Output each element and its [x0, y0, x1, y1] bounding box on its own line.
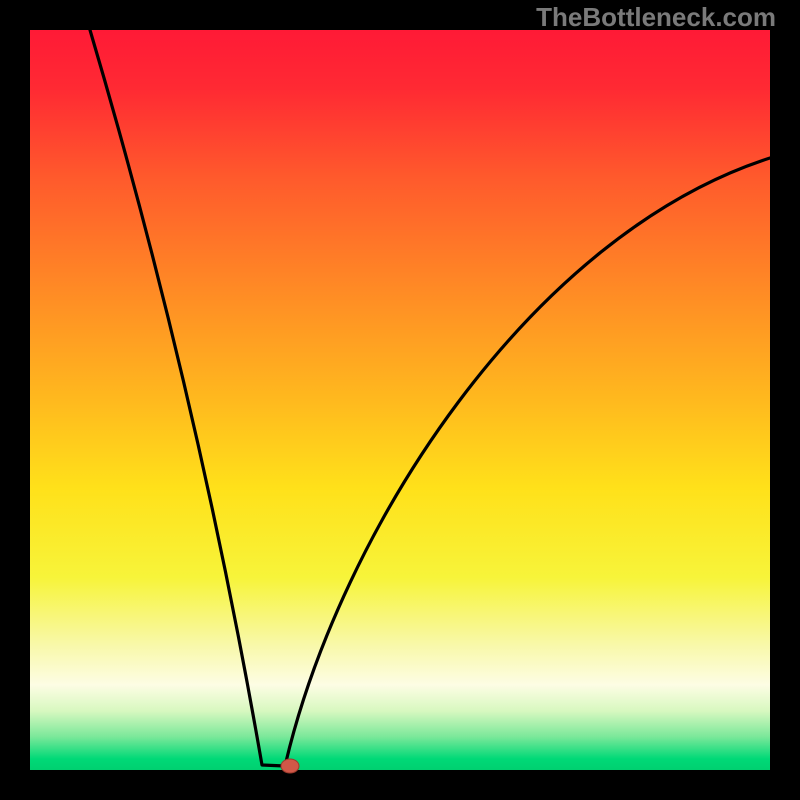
- plot-background: [30, 30, 770, 770]
- watermark-text: TheBottleneck.com: [536, 2, 776, 33]
- bottleneck-chart: [0, 0, 800, 800]
- optimal-point-marker: [281, 759, 299, 773]
